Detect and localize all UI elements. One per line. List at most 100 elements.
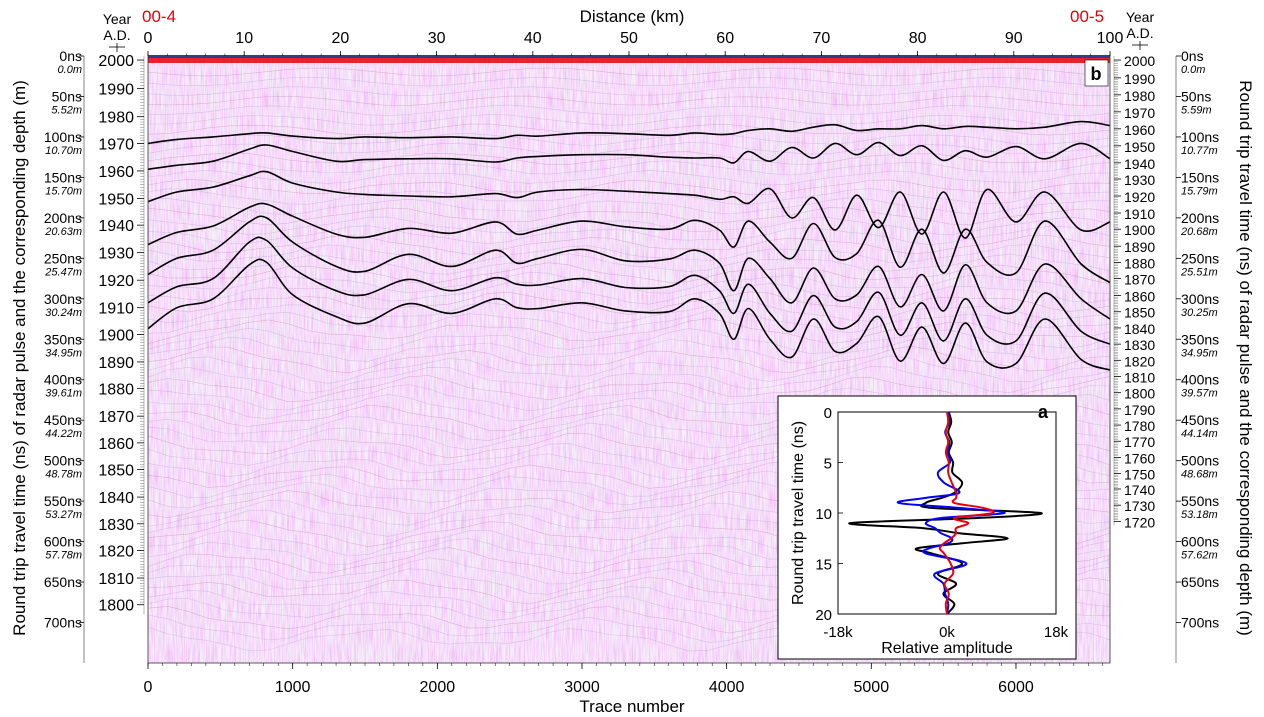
panel-b-label-box <box>1084 59 1109 87</box>
inset-series-line <box>938 412 995 614</box>
background-layer-line <box>148 76 1110 87</box>
right-depth-tick-label: 10.77m <box>1181 145 1218 157</box>
background-layer-line <box>148 318 1110 344</box>
right-time-tick-label: 450ns <box>1181 412 1219 428</box>
right-year-tick-label: 1890 <box>1124 239 1155 255</box>
left-depth-tick-label: 0.0m <box>58 64 82 76</box>
inset-x-tick-label: -18k <box>823 624 853 641</box>
right-year-tick-label: 1750 <box>1124 467 1155 483</box>
left-depth-tick-label: 39.61m <box>45 388 82 400</box>
horizon-1920 <box>148 170 1110 239</box>
distance-tick-label: 50 <box>620 30 638 47</box>
inset-panel-label: a <box>1038 402 1049 422</box>
left-time-tick-label: 500ns <box>44 453 82 469</box>
surface-red-band <box>148 57 1110 63</box>
background-layer-line <box>148 308 1110 334</box>
right-year-tick-label: 1990 <box>1124 71 1155 87</box>
right-year-tick-label: 1840 <box>1124 321 1155 337</box>
background-layer-line <box>148 67 1110 77</box>
distance-tick-label: 80 <box>909 30 927 47</box>
right-time-tick-label: 600ns <box>1181 534 1219 550</box>
left-year-tick-label: 1970 <box>98 136 134 153</box>
right-year-tick-label: 1820 <box>1124 353 1155 369</box>
right-year-tick-label: 1780 <box>1124 418 1155 434</box>
trace-tick-label: 1000 <box>275 679 311 696</box>
background-layer-line <box>148 114 1110 126</box>
left-year-tick-label: 1800 <box>98 598 134 615</box>
left-year-tick-label: 1940 <box>98 218 134 235</box>
right-time-tick-label: 650ns <box>1181 574 1219 590</box>
background-layer-line <box>148 375 1110 404</box>
left-year-tick-label: 1830 <box>98 517 134 534</box>
right-depth-tick-label: 53.18m <box>1181 509 1218 521</box>
left-year-header: Year <box>103 11 132 27</box>
right-time-tick-label: 400ns <box>1181 372 1219 388</box>
left-depth-tick-label: 25.47m <box>44 266 82 278</box>
left-depth-tick-label: 44.22m <box>45 428 82 440</box>
left-time-tick-label: 50ns <box>52 88 82 104</box>
trace-axis: 0 1000 2000 3000 4000 5000 6000 <box>144 663 1104 696</box>
radar-image <box>148 55 1110 663</box>
profile-start-label: 00-4 <box>142 7 176 26</box>
right-year-tick-label: 1940 <box>1124 156 1155 172</box>
left-time-tick-label: 0ns <box>59 48 82 64</box>
left-year-tick-label: 1910 <box>98 301 134 318</box>
left-depth-tick-label: 30.24m <box>45 307 82 319</box>
surface-blue-band <box>148 55 1110 58</box>
left-time-tick-label: 450ns <box>44 412 82 428</box>
right-depth-tick-label: 25.51m <box>1180 266 1218 278</box>
right-year-tick-label: 1900 <box>1124 222 1155 238</box>
left-year-tick-label: 1920 <box>98 273 134 290</box>
inset-ticks: 0 5 10 15 20-18k 0k 18k <box>815 405 1068 641</box>
left-year-tick-label: 1990 <box>98 81 134 98</box>
right-depth-tick-label: 57.62m <box>1181 550 1218 562</box>
trace-tick-label: 2000 <box>420 679 456 696</box>
inset-series-line <box>896 412 1006 614</box>
right-year-tick-label: 1720 <box>1124 514 1155 530</box>
right-time-tick-label: 50ns <box>1181 88 1211 104</box>
inset-panel-a: 0 5 10 15 20-18k 0k 18k a Relative amplitude R… <box>777 395 1077 660</box>
left-time-tick-label: 200ns <box>44 210 82 226</box>
background-layer-line <box>148 95 1110 107</box>
distance-axis-title: Distance (km) <box>580 7 685 26</box>
distance-tick-label: 30 <box>428 30 446 47</box>
inset-y-tick-label: 15 <box>815 557 832 574</box>
inset-x-tick-label: 0k <box>939 624 955 641</box>
right-depth-tick-label: 48.68m <box>1181 469 1218 481</box>
inset-y-axis-title: Round trip travel time (ns) <box>790 421 807 605</box>
profile-end-label: 00-5 <box>1070 7 1104 26</box>
background-layer-line <box>148 197 1110 216</box>
background-layer-line <box>148 207 1110 226</box>
panel-b-label: b <box>1091 64 1102 84</box>
background-layer-line <box>148 282 1110 305</box>
right-year-tick-label: 1920 <box>1124 189 1155 205</box>
distance-tick-label: 90 <box>1005 30 1023 47</box>
right-year-tick-label: 1730 <box>1124 498 1155 514</box>
left-depth-tick-label: 15.70m <box>45 185 82 197</box>
right-year-tick-label: 1740 <box>1124 482 1155 498</box>
distance-tick-label: 40 <box>524 30 542 47</box>
right-axis-title: Round trip travel time (ns) of radar pul… <box>1236 80 1255 636</box>
background-layer-line <box>148 86 1110 97</box>
right-time-tick-label: 700ns <box>1181 615 1219 631</box>
left-year-tick-label: 1950 <box>98 191 134 208</box>
left-time-tick-label: 550ns <box>44 493 82 509</box>
background-layer-line <box>148 151 1110 166</box>
distance-tick-label: 70 <box>813 30 831 47</box>
distance-axis: 0 10 20 30 40 50 60 70 80 90 100 <box>144 30 1123 56</box>
right-year-tick-label: 1850 <box>1124 305 1155 321</box>
right-time-tick-label: 150ns <box>1181 169 1219 185</box>
background-layer-line <box>148 291 1110 315</box>
right-depth-tick-label: 15.79m <box>1181 185 1218 197</box>
right-year-tick-label: 1810 <box>1124 369 1155 385</box>
inset-series <box>848 412 1043 614</box>
right-time-tick-label: 350ns <box>1181 331 1219 347</box>
right-year-tick-label: 1980 <box>1124 88 1155 104</box>
left-depth-tick-label: 57.78m <box>45 550 82 562</box>
inset-y-tick-label: 0 <box>824 405 832 422</box>
left-time-tick-label: 350ns <box>44 331 82 347</box>
left-year-tick-label: 1890 <box>98 355 134 372</box>
left-year-axis: 2000 1990 1980 1970 1960 1950 1940 1930 1920 1910… <box>98 53 145 615</box>
left-depth-tick-label: 20.63m <box>44 226 82 238</box>
